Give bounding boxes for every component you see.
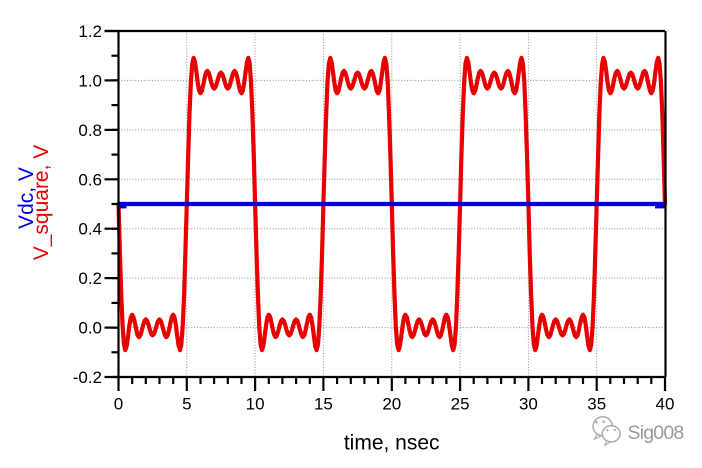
svg-text:0.2: 0.2	[78, 269, 102, 288]
svg-text:0.6: 0.6	[78, 170, 102, 189]
svg-text:0.0: 0.0	[78, 319, 102, 338]
svg-text:20: 20	[382, 395, 401, 414]
svg-text:1.2: 1.2	[78, 22, 102, 41]
svg-text:15: 15	[314, 395, 333, 414]
svg-text:-0.2: -0.2	[73, 368, 102, 387]
svg-text:0.8: 0.8	[78, 121, 102, 140]
svg-text:40: 40	[656, 395, 675, 414]
svg-text:0.4: 0.4	[78, 220, 102, 239]
svg-text:0: 0	[114, 395, 123, 414]
svg-text:35: 35	[587, 395, 606, 414]
svg-text:Sig008: Sig008	[629, 423, 685, 445]
svg-text:1.0: 1.0	[78, 71, 102, 90]
svg-text:Vdc, V: Vdc, V	[15, 167, 38, 229]
svg-text:Sig008: Sig008	[628, 422, 684, 444]
svg-text:10: 10	[246, 395, 265, 414]
svg-text:25: 25	[451, 395, 470, 414]
svg-text:V_square, V: V_square, V	[30, 145, 53, 261]
svg-text:30: 30	[519, 395, 538, 414]
svg-text:5: 5	[182, 395, 191, 414]
svg-text:time, nsec: time, nsec	[344, 432, 440, 455]
